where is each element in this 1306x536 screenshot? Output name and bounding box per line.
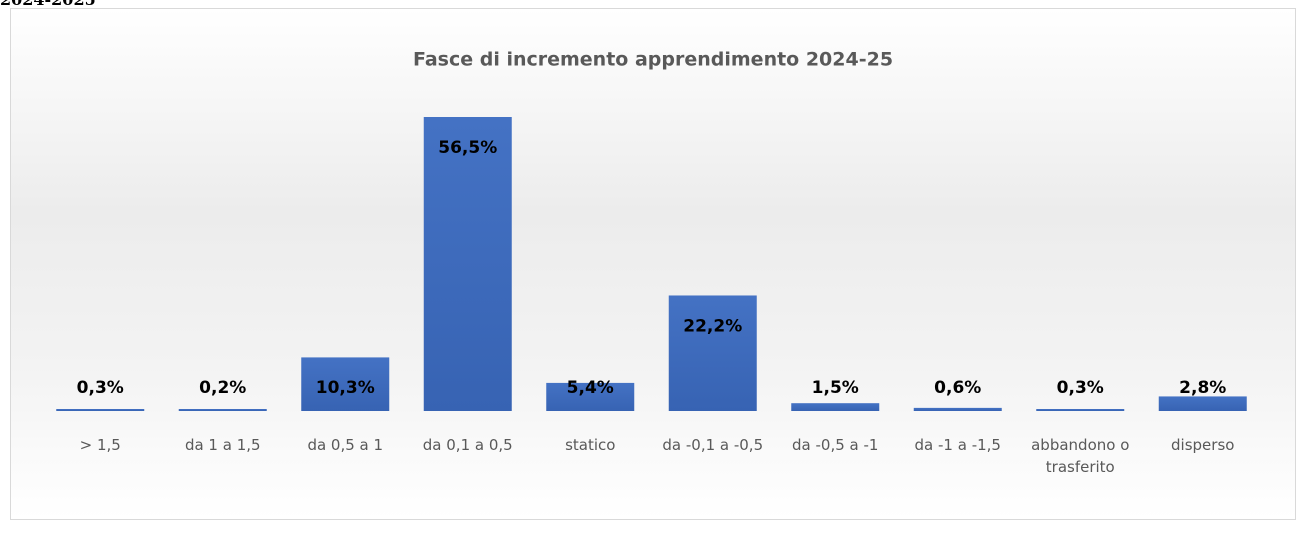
data-label: 10,3%: [316, 378, 375, 398]
x-tick-label: da 0,1 a 0,5: [422, 436, 513, 454]
data-label: 56,5%: [438, 138, 497, 158]
data-label: 5,4%: [567, 378, 614, 398]
bar: [668, 295, 757, 411]
bar: [301, 357, 390, 411]
x-tick-label: da 0,5 a 1: [307, 436, 384, 454]
bar: [913, 407, 1002, 411]
bar: [791, 403, 880, 411]
bar: [1158, 396, 1247, 411]
data-label: 0,6%: [934, 378, 981, 398]
x-tick-label: da -0,1 a -0,5: [662, 436, 764, 454]
chart-area: [10, 8, 1296, 520]
x-tick-label: abbandono o trasferito: [1031, 436, 1130, 476]
data-label: 0,2%: [199, 378, 246, 398]
bar: [423, 117, 512, 411]
data-label: 0,3%: [77, 378, 124, 398]
x-tick-label: statico: [565, 436, 616, 454]
x-tick-label: > 1,5: [79, 436, 121, 454]
bar: [178, 409, 267, 411]
data-label: 1,5%: [812, 378, 859, 398]
x-tick-label: disperso: [1171, 436, 1235, 454]
data-label: 22,2%: [683, 316, 742, 336]
x-tick-label: da -1 a -1,5: [914, 436, 1001, 454]
data-label: 0,3%: [1057, 378, 1104, 398]
x-tick-label: da 1 a 1,5: [184, 436, 261, 454]
heading: 2024-2025: [0, 0, 96, 9]
bar: [56, 409, 145, 411]
data-label: 2,8%: [1179, 378, 1226, 398]
x-tick-label: da -0,5 a -1: [792, 436, 879, 454]
bar: [1036, 409, 1125, 411]
bar: [546, 382, 635, 411]
chart-title: Fasce di incremento apprendimento 2024-2…: [413, 49, 893, 71]
